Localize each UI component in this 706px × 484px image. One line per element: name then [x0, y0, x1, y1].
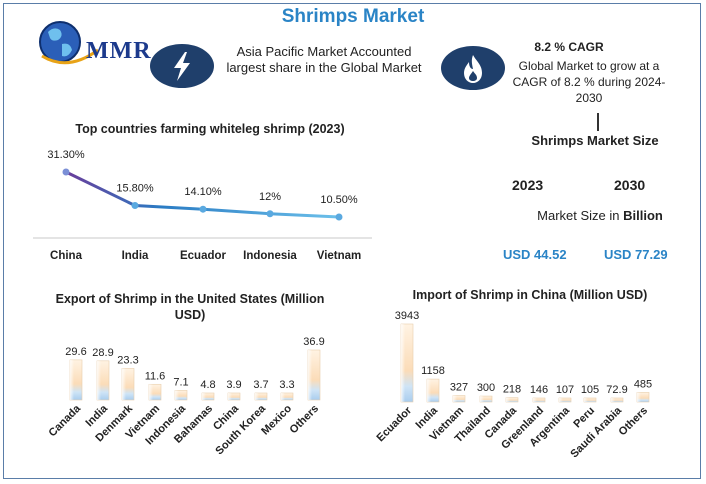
export-data-label: 4.8 [200, 379, 215, 391]
market-size-label-prefix: Market Size in [537, 208, 624, 223]
import-bar-highlight [584, 398, 588, 402]
export-bar-highlight [281, 393, 285, 400]
farming-data-label: 14.10% [184, 186, 222, 198]
import-bar-highlight [559, 398, 563, 402]
globe-icon [39, 21, 99, 65]
farming-point [266, 210, 274, 218]
import-chart-title: Import of Shrimp in China (Million USD) [412, 288, 648, 302]
farming-point [131, 202, 139, 210]
export-data-label: 23.3 [117, 354, 138, 366]
export-bar-highlight [308, 350, 312, 400]
logo-text: MMR [86, 38, 152, 64]
import-bar-highlight [533, 398, 537, 402]
cagr-text: Global Market to grow at a CAGR of 8.2 %… [512, 59, 666, 105]
export-bar-highlight [175, 390, 179, 400]
export-data-label: 11.6 [145, 370, 166, 382]
import-bar-highlight [506, 397, 510, 402]
lightning-bolt-icon [150, 44, 214, 88]
import-bar-highlight [637, 392, 641, 402]
import-data-label: 3943 [395, 310, 419, 322]
export-data-label: 3.3 [279, 379, 294, 391]
export-category-label: Others [288, 403, 322, 437]
export-bar-highlight [149, 384, 153, 400]
export-data-label: 28.9 [92, 347, 113, 359]
export-bar-highlight [97, 360, 101, 400]
import-category-label: Saudi Arabia [568, 404, 624, 460]
year-2030: 2030 [614, 177, 646, 193]
asia-pacific-text: Asia Pacific Market Accounted largest sh… [226, 44, 422, 75]
import-bar-highlight [453, 395, 457, 402]
farming-data-label: 10.50% [320, 194, 358, 206]
export-category-label: Canada [47, 402, 84, 439]
market-size-unit: Billion [623, 208, 663, 223]
farming-point [199, 205, 207, 213]
market-value-2030: USD 77.29 [604, 247, 668, 262]
import-data-label: 146 [530, 384, 548, 396]
farming-category-label: China [50, 250, 83, 262]
export-bar-highlight [122, 368, 126, 400]
year-2023: 2023 [512, 177, 544, 193]
farming-point [335, 213, 343, 221]
market-value-2023: USD 44.52 [503, 247, 567, 262]
import-data-label: 327 [450, 382, 468, 394]
farming-data-label: 15.80% [116, 183, 154, 195]
import-data-label: 300 [477, 382, 495, 394]
import-data-label: 105 [581, 384, 599, 396]
export-chart-title: Export of Shrimp in the United States (M… [55, 292, 325, 322]
farming-data-label: 31.30% [47, 149, 85, 161]
flame-icon [441, 46, 505, 90]
export-data-label: 36.9 [303, 336, 324, 348]
import-data-label: 218 [503, 384, 521, 396]
export-bar-highlight [202, 393, 206, 400]
farming-category-label: Indonesia [243, 250, 297, 262]
market-size-label: Market Size in Billion [510, 208, 690, 223]
export-bar-highlight [255, 393, 259, 400]
market-size-title: Shrimps Market Size [531, 133, 659, 148]
page-title: Shrimps Market [281, 6, 425, 27]
farming-point [62, 168, 70, 176]
import-data-label: 72.9 [606, 384, 627, 396]
export-data-label: 7.1 [173, 376, 188, 388]
farming-data-label: 12% [259, 191, 281, 203]
import-data-label: 107 [556, 384, 574, 396]
farming-category-label: India [122, 250, 149, 262]
import-bar-highlight [401, 324, 405, 402]
import-data-label: 485 [634, 378, 652, 390]
connector-line [597, 113, 599, 131]
farming-category-label: Vietnam [317, 250, 362, 262]
import-category-label: Ecuador [375, 404, 415, 444]
export-bar-highlight [228, 393, 232, 400]
export-data-label: 29.6 [65, 346, 86, 358]
farming-category-label: Ecuador [180, 250, 227, 262]
export-data-label: 3.9 [226, 379, 241, 391]
export-bar-highlight [70, 359, 74, 400]
import-bar-highlight [427, 379, 431, 402]
import-bar-highlight [480, 396, 484, 402]
farming-chart-title: Top countries farming whiteleg shrimp (2… [75, 122, 345, 136]
export-data-label: 3.7 [253, 379, 268, 391]
import-data-label: 1158 [421, 365, 445, 377]
import-category-label: Others [617, 405, 651, 439]
cagr-title: 8.2 % CAGR [534, 40, 604, 54]
import-bar-highlight [611, 398, 615, 402]
